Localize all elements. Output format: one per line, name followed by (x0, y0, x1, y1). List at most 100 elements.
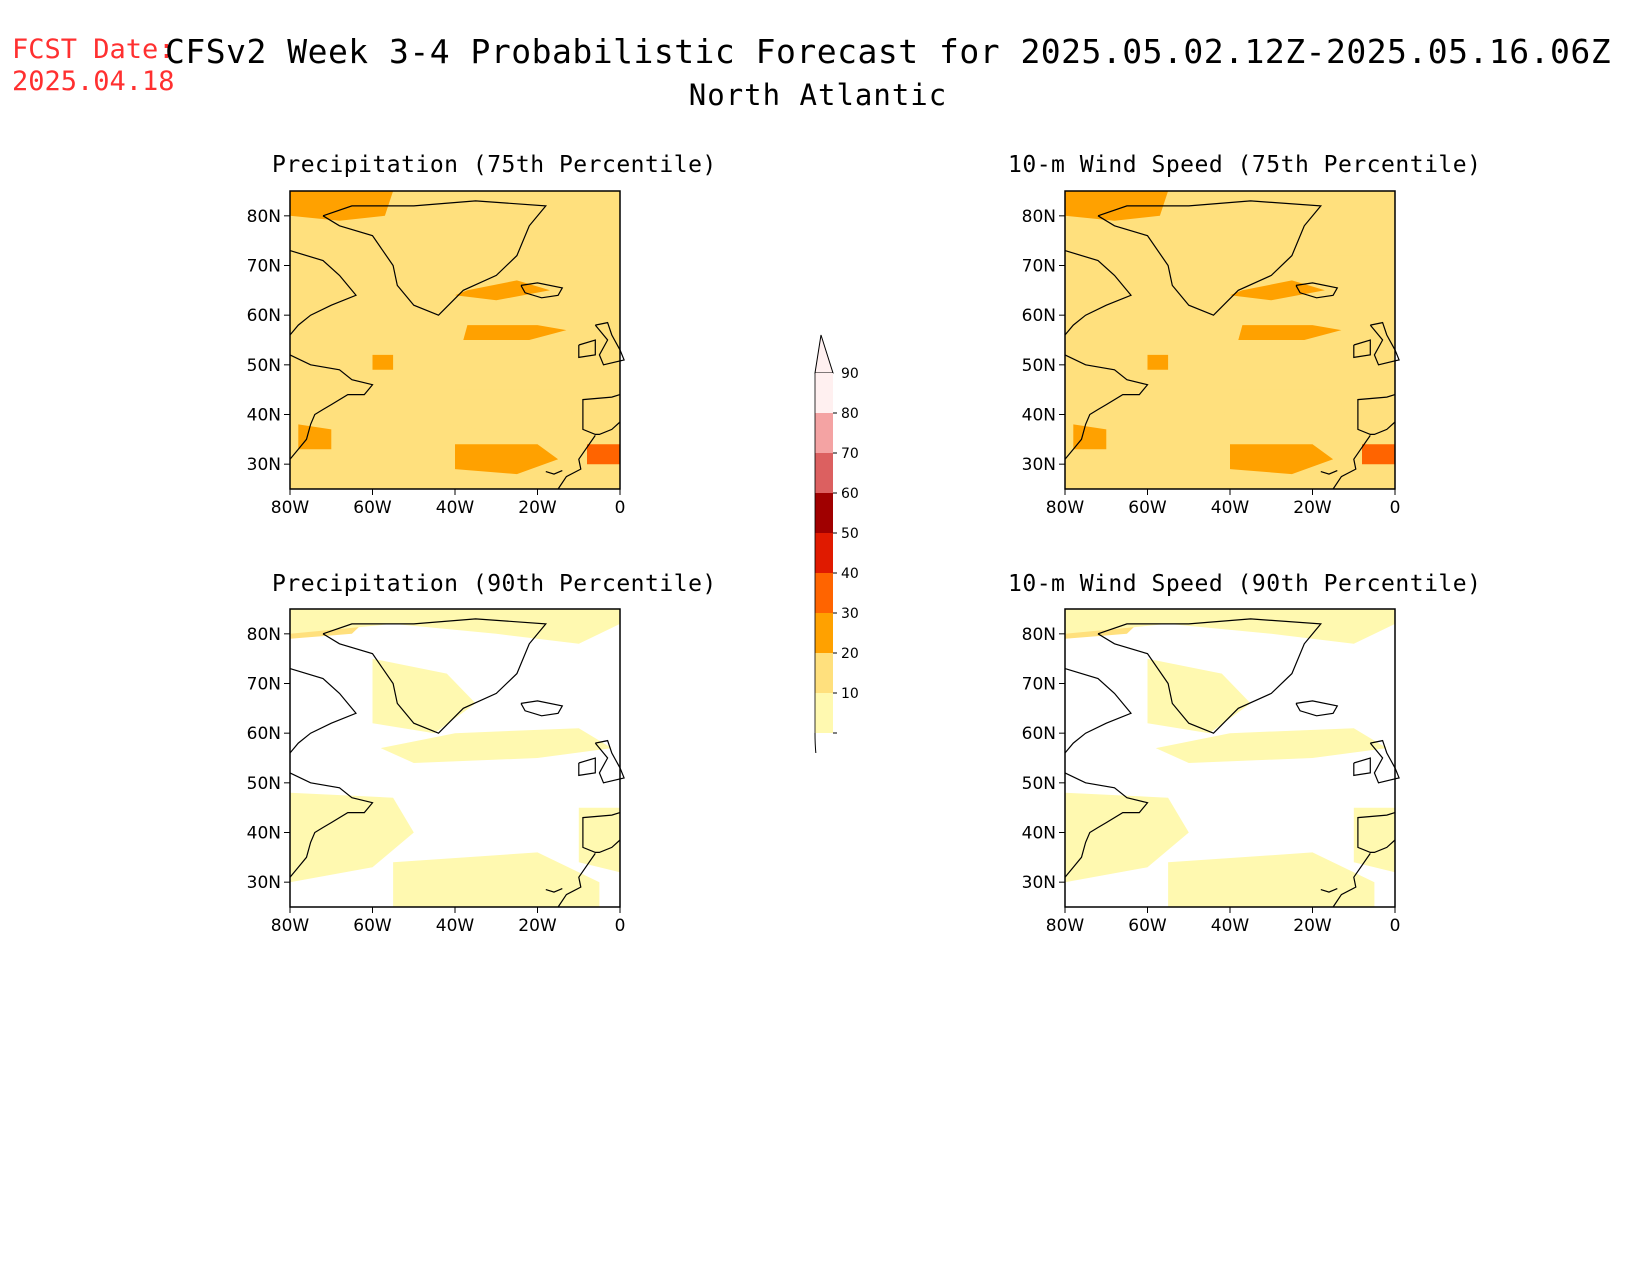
colorbar-swatch (815, 693, 833, 733)
shading-region (455, 444, 559, 475)
map-precip-90: 80N 70N 60N 50N 40N 30N 80W 60W 40W 20W 0 (220, 603, 640, 943)
map-precip-75: 80N 70N 60N 50N 40N 30N 80W 60W 40W 20W 0 (220, 185, 640, 525)
map-background-shade (290, 191, 620, 489)
shading-region (1147, 658, 1251, 734)
coastline (1357, 394, 1396, 435)
map-svg: 80N 70N 60N 50N 40N 30N 80W 60W 40W 20W 0 (1022, 608, 1400, 936)
shading-region (537, 255, 620, 306)
lat-tick-label: 50N (1022, 356, 1056, 376)
lat-tick-label: 70N (247, 675, 281, 695)
shading-region (298, 424, 332, 450)
coastline (520, 700, 564, 717)
lat-tick-label: 60N (247, 724, 281, 744)
shading-region (1065, 609, 1395, 644)
lon-tick-label: 80W (271, 916, 310, 936)
coastline (1353, 757, 1371, 777)
shading-region (290, 792, 414, 883)
shading-region (290, 191, 394, 221)
lat-tick-label: 40N (1022, 824, 1056, 844)
lat-tick-label: 60N (1022, 724, 1056, 744)
map-svg: 80N 70N 60N 50N 40N 30N 80W 60W 40W 20W 0 (247, 190, 626, 518)
coastline (1064, 354, 1149, 460)
shading-region (1238, 325, 1342, 340)
coastline (1369, 739, 1400, 784)
lon-tick-label: 80W (1046, 498, 1085, 518)
colorbar-label: 90 (841, 366, 859, 382)
lat-tick-label: 30N (1022, 873, 1056, 893)
shading-region (290, 609, 620, 644)
coastline (289, 354, 374, 460)
shading-region (1073, 424, 1107, 450)
shading-region (446, 389, 579, 435)
coastline (1320, 470, 1338, 475)
lat-tick-label: 60N (247, 306, 281, 326)
coastline (578, 757, 596, 777)
colorbar-swatch (815, 453, 833, 493)
lon-tick-label: 80W (1046, 916, 1085, 936)
map-shading (1065, 609, 1395, 907)
lon-tick-label: 40W (436, 498, 475, 518)
panel-title-wind-75: 10-m Wind Speed (75th Percentile) (1008, 152, 1482, 178)
coastline (545, 888, 563, 893)
lat-tick-label: 60N (1022, 306, 1056, 326)
shading-region (455, 280, 550, 301)
coastline (1357, 812, 1396, 853)
coastline (1064, 772, 1149, 878)
shading-region (578, 807, 620, 873)
map-shading (290, 191, 620, 489)
coastline (557, 435, 596, 490)
colorbar-swatch (815, 613, 833, 653)
shading-region (1147, 354, 1169, 370)
lat-tick-label: 80N (247, 207, 281, 227)
map-shading (290, 609, 620, 907)
shading-region (1230, 444, 1334, 475)
lat-tick-label: 50N (247, 774, 281, 794)
colorbar-swatch (815, 373, 833, 413)
fcst-date-caption: FCST Date: (12, 34, 175, 65)
lat-tick-label: 40N (247, 406, 281, 426)
lat-tick-label: 50N (1022, 774, 1056, 794)
colorbar-svg: 90 80 70 60 50 40 30 20 10 (814, 334, 859, 776)
lon-tick-label: 0 (615, 916, 626, 936)
lon-tick-label: 0 (1390, 498, 1401, 518)
colorbar-bottom-cap (814, 732, 822, 776)
lat-tick-label: 30N (1022, 455, 1056, 475)
lon-tick-label: 0 (615, 498, 626, 518)
shading-region (463, 325, 567, 340)
coastline (289, 772, 374, 878)
colorbar-legend: 90 80 70 60 50 40 30 20 10 (805, 333, 875, 776)
coastline (1353, 339, 1371, 359)
panel-title-precip-90: Precipitation (90th Percentile) (272, 571, 717, 597)
colorbar-swatch (815, 533, 833, 573)
coastline (289, 250, 357, 336)
lat-tick-label: 30N (247, 455, 281, 475)
lon-tick-label: 60W (1128, 916, 1167, 936)
lon-tick-label: 40W (1211, 498, 1250, 518)
page-title: CFSv2 Week 3-4 Probabilistic Forecast fo… (165, 32, 1612, 71)
colorbar-label: 30 (841, 606, 859, 622)
shading-region (587, 444, 620, 465)
lon-tick-label: 80W (271, 498, 310, 518)
forecast-date-label: FCST Date: 2025.04.18 (12, 34, 175, 98)
lon-tick-label: 20W (518, 916, 557, 936)
lat-tick-label: 70N (1022, 675, 1056, 695)
lon-tick-label: 60W (353, 498, 392, 518)
panel-title-wind-90: 10-m Wind Speed (90th Percentile) (1008, 571, 1482, 597)
shading-region (372, 354, 394, 370)
shading-region (1312, 255, 1395, 306)
shading-region (372, 658, 476, 734)
map-svg: 80N 70N 60N 50N 40N 30N 80W 60W 40W 20W 0 (1022, 190, 1401, 518)
coastline (578, 339, 596, 359)
map-wind-75: 80N 70N 60N 50N 40N 30N 80W 60W 40W 20W 0 (995, 185, 1415, 525)
coastline (322, 200, 548, 316)
shading-region (1230, 280, 1325, 301)
coastline (289, 668, 357, 754)
lon-tick-label: 60W (353, 916, 392, 936)
lon-tick-label: 20W (1293, 916, 1332, 936)
colorbar-label: 60 (841, 486, 859, 502)
coastline (1064, 668, 1132, 754)
shading-region (1155, 728, 1387, 763)
coastline (594, 739, 625, 784)
shading-region (380, 728, 612, 763)
map-svg: 80N 70N 60N 50N 40N 30N 80W 60W 40W 20W 0 (247, 608, 626, 936)
